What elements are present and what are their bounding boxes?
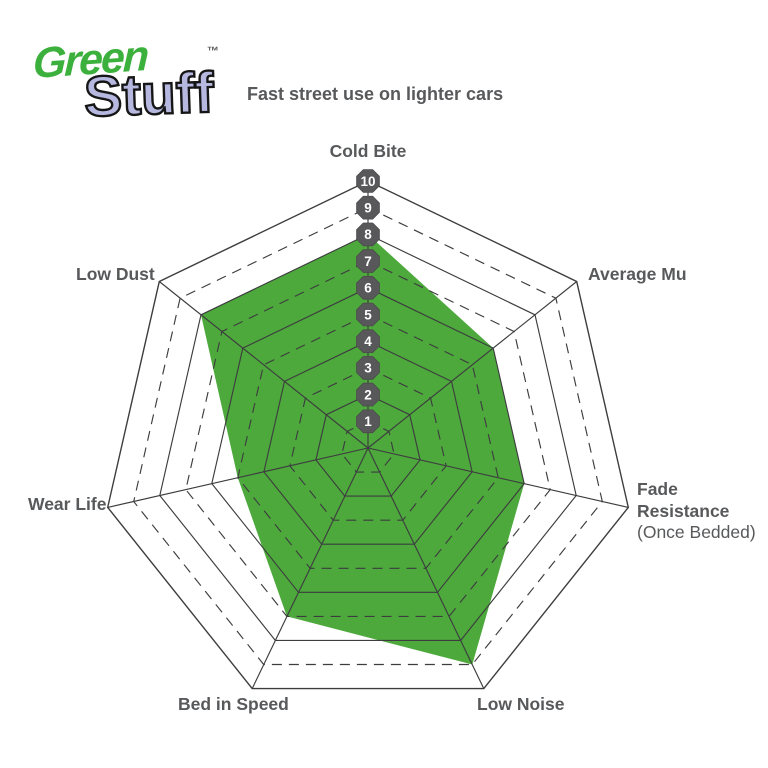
chart-subtitle: Fast street use on lighter cars bbox=[247, 84, 504, 104]
tick-badge-1 bbox=[356, 409, 380, 434]
tick-label-10: 10 bbox=[360, 174, 375, 189]
tick-badge-4 bbox=[356, 329, 380, 354]
axis-spoke-4 bbox=[251, 447, 369, 689]
tick-label-6: 6 bbox=[364, 281, 372, 296]
tick-badge-8 bbox=[356, 222, 380, 247]
axis-spoke-1 bbox=[367, 281, 578, 449]
grid-ring-9 bbox=[133, 207, 603, 666]
fade-label-line2: Resistance bbox=[637, 500, 730, 521]
tick-label-3: 3 bbox=[364, 361, 372, 376]
tick-label-8: 8 bbox=[364, 227, 372, 242]
grid-ring-8 bbox=[159, 233, 577, 641]
axis-label-low-dust: Low Dust bbox=[76, 264, 155, 284]
tick-label-4: 4 bbox=[364, 334, 372, 349]
tick-badge-7 bbox=[356, 249, 380, 273]
fade-label-line1: Fade bbox=[637, 479, 678, 499]
grid-ring-2 bbox=[315, 393, 421, 497]
axis-spoke-3 bbox=[367, 447, 485, 689]
axis-label-average-mu: Average Mu bbox=[588, 264, 687, 284]
grid-ring-7 bbox=[185, 260, 551, 617]
grid-ring-10 bbox=[106, 180, 630, 690]
grid-ring-4 bbox=[263, 340, 473, 545]
axis-label-low-noise: Low Noise bbox=[477, 694, 565, 714]
fade-label-line3: (Once Bedded) bbox=[637, 522, 756, 542]
grid-ring-6 bbox=[211, 287, 525, 593]
axis-spoke-6 bbox=[158, 281, 369, 449]
tick-label-1: 1 bbox=[364, 414, 372, 429]
tick-label-2: 2 bbox=[364, 387, 372, 402]
tick-badge-5 bbox=[356, 302, 380, 327]
axis-label-bed-in-speed: Bed in Speed bbox=[178, 694, 289, 714]
axis-label-wear-life: Wear Life bbox=[28, 494, 107, 514]
tick-label-5: 5 bbox=[364, 307, 372, 322]
axis-label-cold-bite: Cold Bite bbox=[329, 141, 407, 161]
grid-ring-3 bbox=[289, 367, 447, 521]
axis-spoke-5 bbox=[107, 447, 369, 508]
tick-badge-9 bbox=[356, 195, 380, 220]
tick-label-9: 9 bbox=[364, 201, 372, 216]
tick-label-7: 7 bbox=[364, 254, 372, 269]
trademark-symbol: ™ bbox=[207, 44, 219, 58]
tick-badge-10 bbox=[356, 169, 380, 193]
tick-badge-6 bbox=[356, 275, 380, 300]
axis-label-fade-resistance: Fade Resistance (Once Bedded) bbox=[637, 479, 756, 544]
axis-spoke-2 bbox=[367, 447, 629, 508]
tick-badge-3 bbox=[356, 356, 380, 380]
tick-badge-2 bbox=[356, 382, 380, 407]
